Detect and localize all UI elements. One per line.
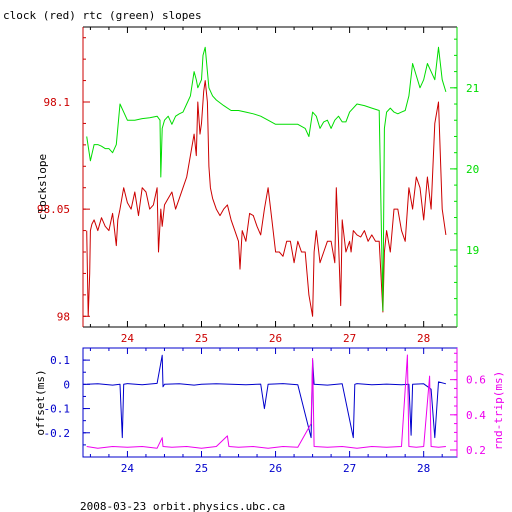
- series-line-rnd-trip: [86, 354, 446, 449]
- y-tick-label: 98.1: [44, 96, 71, 109]
- x-tick-label: 24: [121, 462, 135, 475]
- y2-axis-label: rnd-trip(ms): [492, 371, 505, 450]
- x-tick-label: 27: [343, 462, 356, 475]
- bottom-panel: 24 25 26 27 28 -0.2 -0.1 0 0.1 0.2 0.4 0.6 offset(ms…: [34, 347, 505, 475]
- x-tick-label: 28: [417, 462, 430, 475]
- x-tick-label: 28: [417, 332, 430, 345]
- y2-tick-label: 19: [466, 244, 479, 257]
- y-tick-label: 0: [63, 378, 70, 391]
- series-line-clock: [86, 80, 447, 317]
- y-axis-label: offset(ms): [34, 369, 47, 435]
- x-tick-label: 26: [269, 332, 282, 345]
- top-panel: 24 25 26 27 28 98 98.05 98.1 19 20 21 clockslope: [36, 26, 479, 345]
- y-tick-label: 0.1: [50, 354, 70, 367]
- y2-tick-label: 20: [466, 163, 479, 176]
- y-axis-label: clockslope: [36, 154, 49, 220]
- y2-tick-label: 0.6: [466, 374, 486, 387]
- y-tick-label: -0.2: [44, 427, 71, 440]
- x-tick-label: 27: [343, 332, 356, 345]
- x-tick-label: 24: [121, 332, 135, 345]
- y2-tick-label: 0.2: [466, 444, 486, 457]
- x-tick-label: 25: [195, 332, 208, 345]
- y2-tick-label: 21: [466, 82, 479, 95]
- footer-caption: 2008-03-23 orbit.physics.ubc.ca: [80, 500, 285, 512]
- plot-frame: [82, 347, 458, 458]
- x-tick-label: 25: [195, 462, 208, 475]
- y-tick-label: 98: [57, 310, 70, 323]
- x-tick-label: 26: [269, 462, 282, 475]
- chart-title: clock (red) rtc (green) slopes: [3, 9, 202, 22]
- series-line-offset: [86, 354, 447, 439]
- series-line-rtc: [86, 46, 447, 312]
- y2-tick-label: 0.4: [466, 409, 486, 422]
- y-tick-label: -0.1: [44, 403, 71, 416]
- y-tick-label: 98.05: [37, 203, 70, 216]
